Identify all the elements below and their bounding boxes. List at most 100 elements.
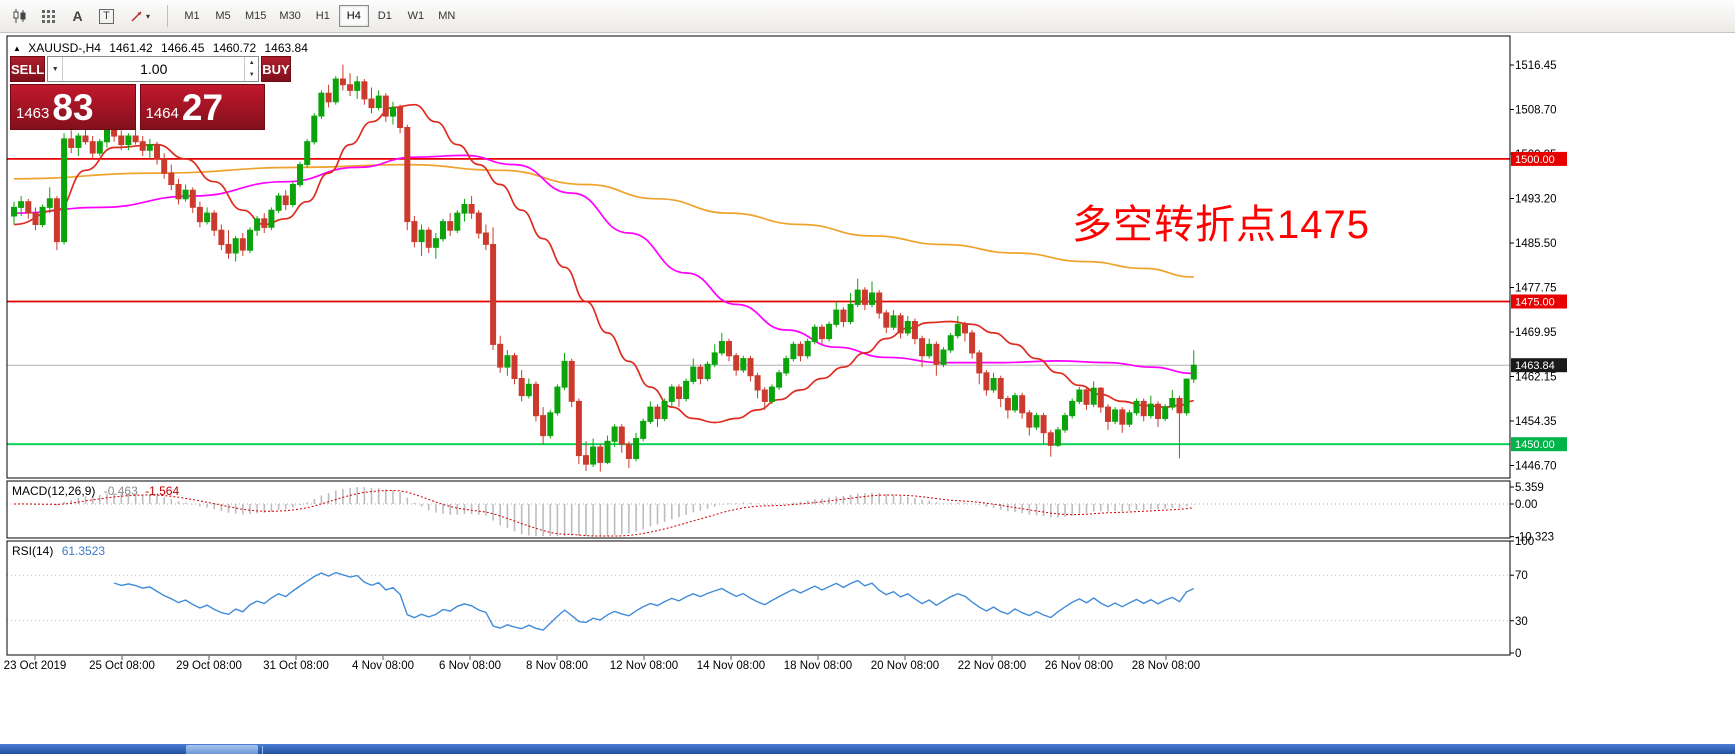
buy-price-display[interactable]: 1464 27: [139, 84, 265, 130]
candle: [811, 326, 818, 343]
macd-layer: [7, 487, 1510, 537]
candle: [404, 127, 411, 223]
timeframe-m15[interactable]: M15: [239, 5, 272, 27]
candle: [926, 343, 933, 357]
candle: [146, 144, 153, 151]
candle: [61, 138, 68, 243]
candle: [697, 366, 704, 380]
candle: [683, 380, 690, 399]
candle: [118, 135, 125, 146]
candlestick-chart-icon[interactable]: [6, 4, 33, 28]
volume-increase-icon[interactable]: ▲: [248, 60, 255, 66]
candle: [540, 415, 547, 437]
ohlc-close: 1463.84: [264, 41, 308, 55]
macd-value-signal: -1.564: [145, 484, 180, 498]
candle: [318, 92, 325, 117]
macd-label: MACD(12,26,9) -0.463 -1.564: [12, 484, 179, 498]
candle: [75, 135, 82, 148]
candle: [168, 172, 175, 186]
macd-panel-surface[interactable]: [7, 481, 1510, 538]
candle: [82, 135, 89, 143]
one-click-collapse-icon[interactable]: ▲: [13, 44, 21, 53]
timeframe-m5[interactable]: M5: [208, 5, 238, 27]
time-axis-label: 22 Nov 08:00: [958, 660, 1026, 672]
candle: [1033, 415, 1040, 428]
candle: [139, 141, 146, 151]
candle: [840, 309, 847, 323]
timeframe-h1[interactable]: H1: [308, 5, 338, 27]
candle: [297, 164, 303, 186]
candle: [1062, 415, 1068, 431]
candle: [1090, 387, 1097, 405]
price-axis-label: 1516.45: [1515, 60, 1557, 72]
text-tool-icon[interactable]: A: [64, 4, 91, 28]
volume-input[interactable]: [63, 57, 245, 81]
candle: [68, 138, 75, 148]
bottom-taskbar-strip: [0, 744, 1735, 754]
candle: [1097, 387, 1104, 408]
price-axis-label: 1508.70: [1515, 105, 1557, 117]
candle: [289, 184, 296, 205]
buy-price-main: 1464: [145, 105, 179, 122]
timeframe-h4[interactable]: H4: [338, 5, 369, 27]
macd-axis-label: 0.00: [1515, 499, 1537, 511]
rsi-layer: [7, 571, 1510, 631]
rsi-panel-surface[interactable]: [7, 541, 1510, 655]
time-axis-label: 20 Nov 08:00: [871, 660, 939, 672]
time-axis-label: 8 Nov 08:00: [526, 660, 588, 672]
timeframe-m1[interactable]: M1: [177, 5, 207, 27]
price-axis-label: 1493.20: [1515, 194, 1557, 206]
buy-button[interactable]: BUY: [261, 56, 291, 82]
ma-fast-red: [13, 103, 1194, 424]
candle: [618, 426, 625, 445]
candle: [325, 92, 332, 103]
rsi-axis[interactable]: 100 70 30 0: [1510, 536, 1534, 660]
dropdown-caret-icon[interactable]: ▾: [145, 11, 150, 21]
grid-glyph: [42, 9, 55, 23]
candle: [976, 352, 983, 374]
candle: [604, 440, 611, 463]
candle: [854, 289, 861, 305]
macd-axis[interactable]: 5.359 0.00 -10.323: [1510, 482, 1554, 544]
candle: [1040, 415, 1047, 434]
cursor-tool-icon[interactable]: ▾: [122, 4, 158, 28]
sell-price-display[interactable]: 1463 83: [10, 84, 136, 130]
candle: [990, 378, 997, 391]
timeframe-mn[interactable]: MN: [432, 5, 462, 27]
label-tool-icon[interactable]: T: [93, 4, 120, 28]
candle: [25, 201, 32, 214]
volume-dropdown-icon[interactable]: ▼: [48, 57, 64, 81]
candle: [625, 443, 632, 460]
chart-header: ▲ XAUUSD-,H4 1461.42 1466.45 1460.72 146…: [13, 41, 313, 55]
candle: [1004, 398, 1011, 411]
ohlc-high: 1466.45: [161, 41, 205, 55]
candle: [32, 212, 39, 226]
price-axis-label: 1469.95: [1515, 327, 1557, 339]
candle: [239, 238, 246, 251]
candle: [1155, 403, 1161, 420]
sell-button[interactable]: SELL: [10, 56, 46, 82]
candle: [1083, 389, 1090, 405]
cursor-arrow-glyph: [131, 11, 142, 22]
candle: [311, 115, 318, 143]
candles-layer: [11, 64, 1197, 472]
candle: [633, 438, 640, 459]
timeframe-m30[interactable]: M30: [273, 5, 306, 27]
chart-annotation-text[interactable]: 多空转折点1475: [1072, 203, 1370, 247]
volume-decrease-icon[interactable]: ▼: [248, 72, 255, 78]
price-axis[interactable]: 1516.451508.701500.951493.201485.501477.…: [1510, 60, 1567, 473]
timeframe-w1[interactable]: W1: [401, 5, 431, 27]
timeframe-d1[interactable]: D1: [370, 5, 400, 27]
toolbar: A T ▾ M1 M5 M15 M30 H1 H4 D1 W1 MN: [0, 0, 1735, 33]
price-label-1450.00: 1450.00: [1511, 437, 1567, 452]
time-axis-label: 14 Nov 08:00: [697, 660, 765, 672]
macd-axis-label: -10.323: [1515, 532, 1554, 544]
time-axis[interactable]: 23 Oct 2019 25 Oct 08:00 29 Oct 08:00 31 Oc…: [4, 656, 1201, 672]
candle: [768, 386, 775, 402]
time-axis-label: 25 Oct 08:00: [89, 660, 155, 672]
candle: [261, 218, 268, 228]
candle: [575, 400, 582, 457]
chart-grid-icon[interactable]: [35, 4, 62, 28]
candle: [1105, 406, 1111, 422]
candle: [397, 107, 404, 128]
